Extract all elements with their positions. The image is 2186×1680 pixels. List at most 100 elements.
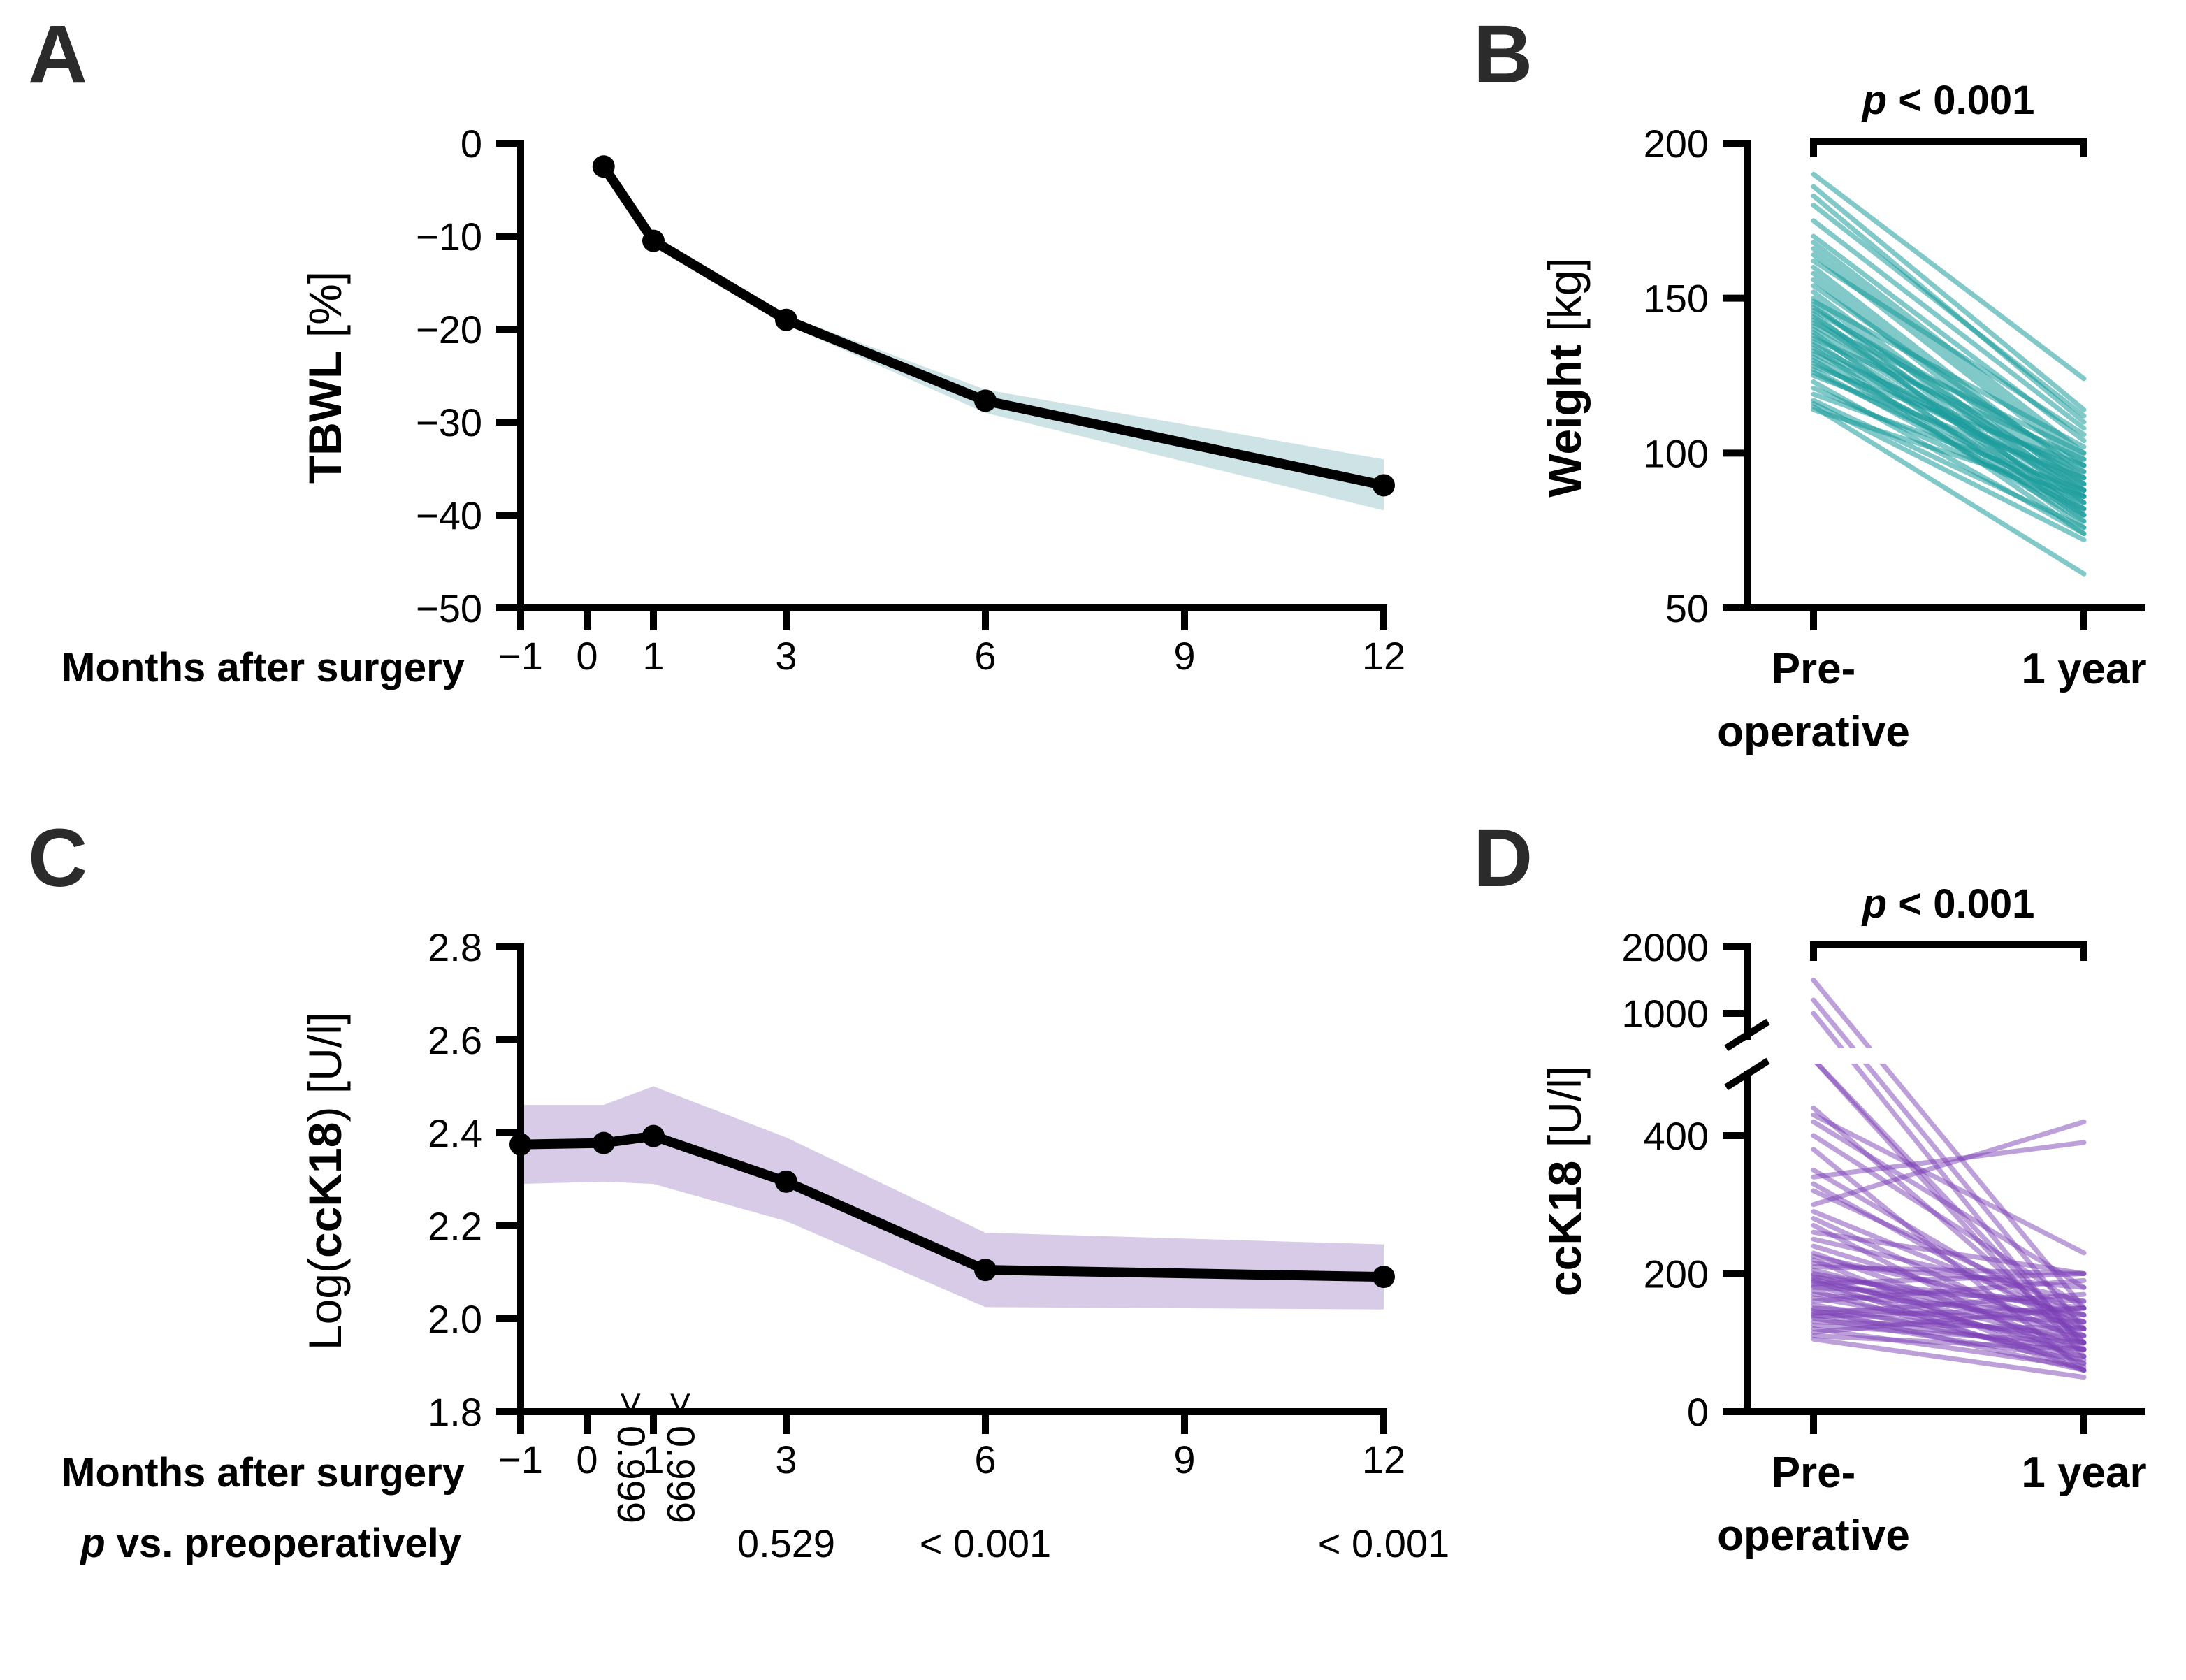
panel-d-y-tick-label: 400 <box>1644 1114 1709 1158</box>
panel-a-axes <box>496 140 1387 630</box>
panel-a-points <box>592 155 1395 497</box>
panel-d-y-axis-label-unit: [U/l] <box>1539 1066 1591 1161</box>
panel-a-data-point <box>642 229 665 252</box>
panel-d-paired-line <box>1811 1112 2087 1256</box>
panel-c-data-point <box>1373 1266 1395 1289</box>
panel-b-paired-line <box>1811 203 2087 419</box>
panel-d-break-gap <box>1751 1048 2142 1064</box>
panel-d-category-label-line2: operative <box>1717 1512 1910 1560</box>
panel-d-significance-p: p <box>1861 881 1887 927</box>
panel-a-confidence-band <box>603 165 1384 511</box>
panel-b-y-tick-label: 150 <box>1644 277 1709 321</box>
panel-c-p-value: < 0.001 <box>920 1521 1051 1565</box>
panel-c-y-axis-label: Log(ccK18) [U/l] <box>299 1012 351 1350</box>
panel-d-paired-line <box>1811 1271 2087 1287</box>
panel-c-x-tick-label: 9 <box>1173 1438 1195 1482</box>
panel-c-data-point <box>642 1124 665 1147</box>
panel-c-p-row-label: p vs. preoperatively <box>79 1521 461 1566</box>
panel-c-x-tick-label: 0 <box>576 1438 598 1482</box>
panel-a-x-tick-label: 12 <box>1362 634 1405 678</box>
panel-c-confidence-band <box>521 1086 1384 1310</box>
panel-d-axes <box>1723 943 2145 1434</box>
panel-d-paired-line <box>1811 1305 2087 1319</box>
panel-c-x-axis-label: Months after surgery <box>61 1450 465 1496</box>
panel-d-y-tick-label: 200 <box>1644 1252 1709 1296</box>
panel-a-y-axis-label-unit: [%] <box>299 271 351 351</box>
panel-d-paired-line <box>1811 1333 2087 1352</box>
panel-a-x-tick-label: 6 <box>974 634 996 678</box>
panel-b-y-tick-label: 50 <box>1665 586 1709 630</box>
panel-d-paired-line <box>1811 1264 2087 1276</box>
panel-d-paired-line <box>1811 1277 2087 1304</box>
panel-a-data-point <box>1373 474 1395 497</box>
panel-b-paired-series <box>1811 171 2087 577</box>
panel-c-data-point <box>509 1133 532 1156</box>
panel-a-data-point <box>974 389 997 412</box>
panel-d-category-labels: Pre-operative 1 year <box>1717 1449 2146 1560</box>
panel-d-paired-line <box>1811 1326 2087 1370</box>
panel-a-y-tick-label: −10 <box>416 215 482 259</box>
panel-b-y-axis-label-bold: Weight <box>1539 345 1591 498</box>
panel-a-x-tick-labels: −1 0 1 3 6 9 12 <box>498 634 1405 678</box>
panel-a-data-point <box>775 308 797 331</box>
panel-c-x-tick-label: 6 <box>974 1438 996 1482</box>
panel-a-x-tick-label: −1 <box>498 634 543 678</box>
panel-d-paired-line <box>1811 1119 2087 1290</box>
panel-d-category-label: 1 year <box>2021 1449 2146 1497</box>
panel-c-x-tick-labels: −1 0 1 3 6 9 12 <box>498 1438 1405 1482</box>
panel-c-series-line <box>520 1131 1384 1282</box>
panel-c-axes <box>496 943 1387 1434</box>
panel-b-paired-line <box>1811 335 2087 462</box>
panel-c-series-path <box>520 1131 1384 1282</box>
panel-a-y-tick-label: −40 <box>416 493 482 537</box>
panel-d-significance-label: p < 0.001 <box>1861 881 2035 927</box>
panel-d-paired-line <box>1811 978 2087 1311</box>
panel-a-letter: A <box>28 8 87 101</box>
panel-b-paired-line <box>1811 171 2087 382</box>
panel-d-paired-series <box>1751 978 2142 1380</box>
panel-a-x-tick-label: 9 <box>1173 634 1195 678</box>
panel-b-category-label-line2: operative <box>1717 708 1910 756</box>
panel-c-line-chart: C 2.8 2.6 2.4 2.2 2.0 1.8 −1 0 1 3 6 9 12 > 0.999 > … <box>28 812 1449 1566</box>
panel-a-y-tick-label: 0 <box>461 122 482 166</box>
panel-c-y-tick-labels: 2.8 2.6 2.4 2.2 2.0 1.8 <box>428 925 482 1434</box>
panel-c-band-area <box>521 1086 1384 1310</box>
panel-c-y-axis-label-pre: Log( <box>299 1258 351 1350</box>
panel-c-y-tick-label: 2.8 <box>428 925 482 969</box>
panel-b-paired-line <box>1811 258 2087 437</box>
panel-d-break-mark <box>1724 1018 1770 1052</box>
panel-d-y-axis-label-bold: ccK18 <box>1539 1161 1591 1297</box>
panel-a-line-chart: A 0−10−20−30−40−50 −1 0 1 3 6 9 12 Months afte… <box>28 8 1405 690</box>
panel-c-p-values: > 0.999 > 0.999 0.529 < 0.001 < 0.001 <box>609 1392 1449 1565</box>
panel-d-paired-line <box>1811 1291 2087 1317</box>
panel-a-series-path <box>599 164 1385 491</box>
panel-c-p-value: > 0.999 <box>659 1392 703 1523</box>
panel-a-y-tick-label: −50 <box>416 586 482 630</box>
panel-a-y-tick-label: −20 <box>416 307 482 352</box>
panel-c-y-tick-label: 2.2 <box>428 1204 482 1248</box>
panel-a-x-axis-label: Months after surgery <box>61 645 465 690</box>
panel-b-paired-lines: B 200 150 100 50 Pre-operative 1 year p < 0.… <box>1473 8 2147 756</box>
panel-b-paired-line <box>1811 218 2087 431</box>
panel-b-paired-line <box>1811 391 2087 493</box>
panel-b-significance-value: < 0.001 <box>1887 78 2034 123</box>
panel-a-x-tick-label: 3 <box>775 634 797 678</box>
panel-c-p-value: > 0.999 <box>609 1392 653 1523</box>
panel-d-paired-line <box>1811 1140 2087 1180</box>
panel-d-y-tick-label: 0 <box>1687 1390 1709 1434</box>
panel-b-significance-bracket <box>1810 138 2087 157</box>
panel-b-category-label: Pre- <box>1772 645 1856 693</box>
panel-c-y-axis-label-post: ) [U/l] <box>299 1012 351 1122</box>
panel-d-significance-value: < 0.001 <box>1887 881 2034 927</box>
panel-b-category-labels: Pre-operative 1 year <box>1717 645 2146 756</box>
panel-b-paired-line <box>1811 363 2087 468</box>
panel-d-significance-bracket <box>1810 941 2087 961</box>
panel-b-category-label: 1 year <box>2021 645 2146 693</box>
panel-b-significance-p: p <box>1861 78 1887 123</box>
panel-b-axes <box>1723 140 2145 630</box>
panel-d-paired-line <box>1811 1305 2087 1335</box>
panel-d-y-tick-label: 1000 <box>1621 992 1709 1036</box>
panel-c-y-tick-label: 1.8 <box>428 1390 482 1434</box>
